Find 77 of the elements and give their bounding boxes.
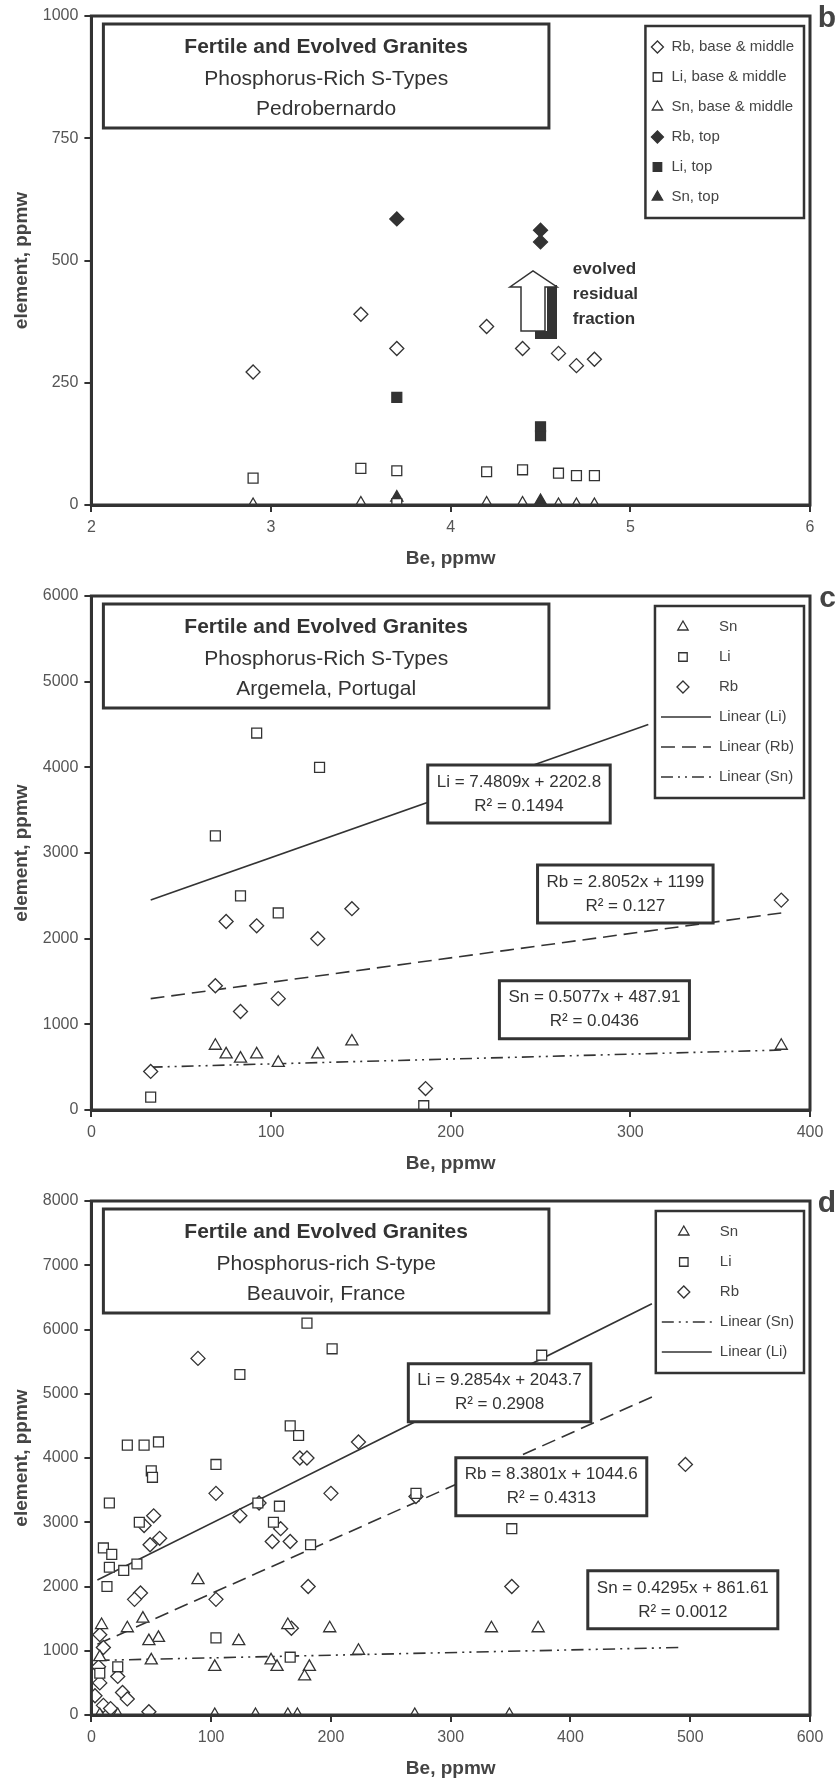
x-tick-label: 100 [197,1728,225,1746]
x-tick-label: 0 [86,1123,96,1141]
y-tick-label: 1000 [42,1014,79,1032]
annotation: Sn = 0.5077x + 487.91 R² = 0.0436 [508,987,681,1031]
y-tick-label: 3000 [42,843,79,861]
x-tick-label: 400 [557,1728,584,1746]
legend-label: Rb, base & middle [671,37,795,55]
legend-label: Li [718,647,731,665]
y-tick-label: 6000 [42,586,79,604]
legend-label: Li, top [671,157,713,175]
text: Phosphorus-rich S-type Beauvoir, France [216,1250,436,1304]
annotation: Li = 7.4809x + 2202.8 R² = 0.1494 [436,771,602,815]
annotation: evolved residual fraction [572,259,639,329]
legend-label: Rb [719,1282,739,1300]
x-tick-label: 300 [437,1728,465,1746]
text: Phosphorus-Rich S-Types Pedrobernardo [204,65,449,119]
x-tick-label: 2 [86,518,96,536]
x-tick-label: 5 [625,518,635,536]
y-tick-label: 4000 [42,1448,79,1466]
y-tick-label: 1000 [42,1641,79,1659]
annotation: Sn = 0.4295x + 861.61 R² = 0.0012 [596,1577,769,1621]
x-axis-title: Be, ppmw [405,1151,496,1173]
legend-label: Linear (Li) [719,1342,788,1360]
y-tick-label: 6000 [42,1319,79,1337]
x-tick-label: 400 [796,1123,824,1141]
y-tick-label: 0 [69,495,79,513]
text: Fertile and Evolved Granites [184,33,468,57]
y-tick-label: 2000 [42,929,79,947]
text: Phosphorus-Rich S-Types Argemela, Portugal [204,645,449,699]
y-tick-label: 500 [51,250,79,268]
text: c [819,580,836,614]
x-tick-label: 4 [446,518,456,536]
y-tick-label: 7000 [42,1255,79,1273]
y-tick-label: 5000 [42,1384,79,1402]
y-tick-label: 1000 [42,6,79,24]
legend-label: Sn [718,617,738,635]
annotation: Li = 9.2854x + 2043.7 R² = 0.2908 [417,1370,582,1414]
annotation: Rb = 2.8052x + 1199 R² = 0.127 [546,871,705,915]
legend-label: Rb, top [671,127,720,145]
text: d [817,1185,836,1219]
y-tick-label: 0 [69,1100,79,1118]
text: Fertile and Evolved Granites [184,613,468,637]
legend-label: Rb [718,677,739,695]
y-tick-label: 3000 [42,1512,79,1530]
y-axis-title: element, ppmw [9,191,31,330]
legend-label: Sn [719,1222,739,1240]
x-tick-label: 100 [257,1123,285,1141]
x-tick-label: 3 [266,518,276,536]
y-axis-title: element, ppmw [9,784,31,922]
x-tick-label: 300 [617,1123,644,1141]
legend-label: Linear (Sn) [718,767,794,785]
annotation: Rb = 8.3801x + 1044.6 R² = 0.4313 [464,1464,638,1508]
y-tick-label: 250 [51,373,79,391]
y-tick-label: 2000 [42,1576,79,1594]
legend-label: Sn, base & middle [671,97,794,115]
legend-label: Linear (Li) [718,707,787,725]
x-tick-label: 500 [676,1728,704,1746]
y-tick-label: 5000 [42,672,79,690]
legend-label: Li, base & middle [671,67,787,85]
legend-label: Linear (Sn) [719,1312,794,1330]
legend-label: Sn, top [671,187,719,205]
legend-label: Li [719,1252,732,1270]
text: b [817,0,836,34]
y-tick-label: 4000 [42,757,79,775]
text: Fertile and Evolved Granites [184,1218,468,1242]
y-tick-label: 0 [69,1705,79,1723]
x-tick-label: 0 [86,1728,96,1746]
y-tick-label: 8000 [42,1191,79,1209]
x-tick-label: 6 [805,518,815,536]
x-axis-title: Be, ppmw [405,1756,496,1778]
y-axis-title: element, ppmw [9,1389,31,1527]
legend-label: Linear (Rb) [718,737,794,755]
x-tick-label: 200 [317,1728,345,1746]
x-axis-title: Be, ppmw [405,546,496,568]
x-tick-label: 200 [437,1123,465,1141]
x-tick-label: 600 [796,1728,824,1746]
y-tick-label: 750 [51,128,79,146]
